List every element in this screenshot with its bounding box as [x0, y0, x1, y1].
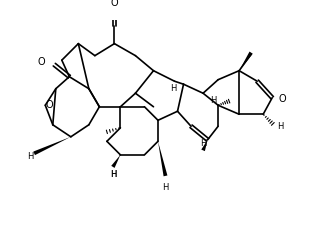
Text: H: H: [211, 96, 217, 105]
Polygon shape: [201, 140, 208, 151]
Text: O: O: [111, 0, 118, 8]
Text: O: O: [46, 100, 53, 110]
Text: H: H: [110, 170, 116, 179]
Polygon shape: [111, 155, 120, 168]
Text: H: H: [170, 84, 176, 93]
Text: H: H: [110, 170, 116, 179]
Text: O: O: [38, 57, 45, 67]
Polygon shape: [158, 141, 167, 176]
Text: O: O: [279, 94, 286, 104]
Polygon shape: [239, 52, 253, 71]
Polygon shape: [33, 137, 71, 155]
Text: H: H: [27, 152, 33, 161]
Text: H: H: [162, 183, 169, 192]
Text: H: H: [200, 139, 206, 148]
Text: H: H: [277, 122, 283, 131]
